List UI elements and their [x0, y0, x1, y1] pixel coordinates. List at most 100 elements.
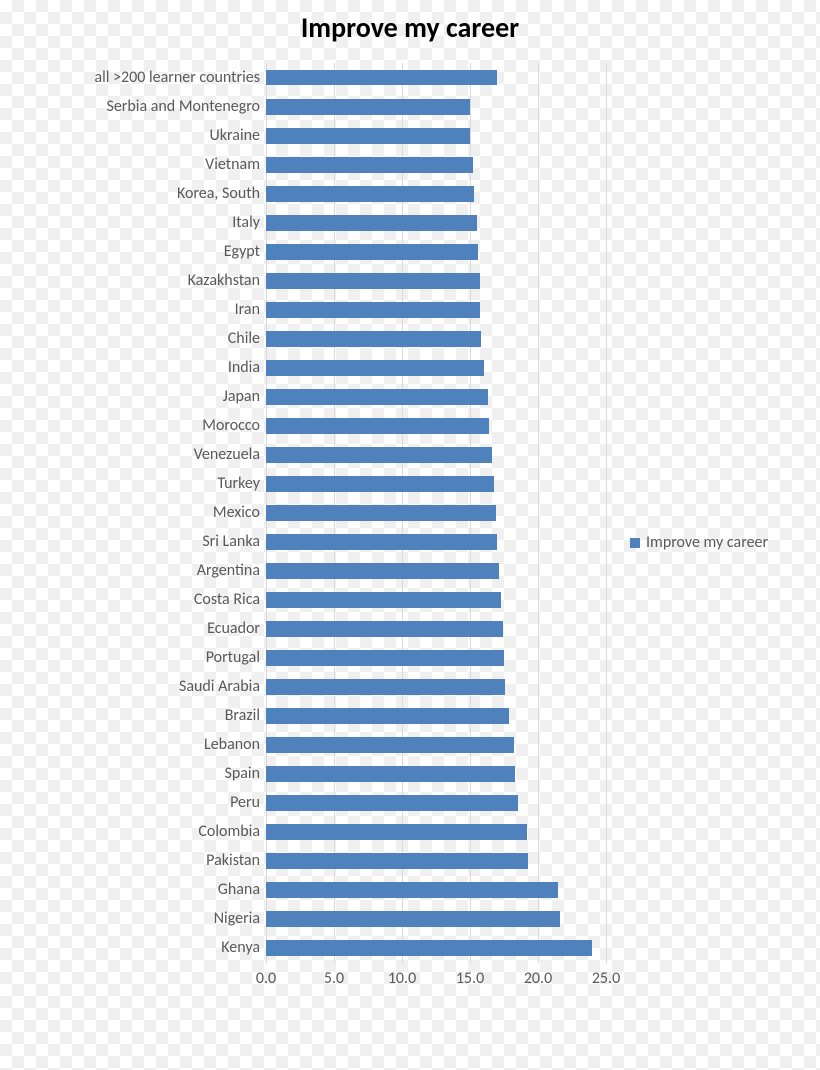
bar: [266, 418, 489, 434]
legend-swatch-icon: [630, 538, 640, 548]
y-axis-label: Mexico: [0, 498, 260, 527]
y-axis-label: Turkey: [0, 469, 260, 498]
y-axis-label: India: [0, 353, 260, 382]
y-axis-labels: all >200 learner countriesSerbia and Mon…: [0, 63, 266, 991]
x-axis: 0.05.010.015.020.025.0: [266, 963, 606, 991]
legend-label: Improve my career: [646, 533, 768, 552]
bar-slot: [266, 324, 606, 353]
bar: [266, 708, 509, 724]
bar-slot: [266, 179, 606, 208]
y-axis-label: Chile: [0, 324, 260, 353]
y-axis-label: Costa Rica: [0, 586, 260, 615]
x-axis-tick: 5.0: [324, 969, 344, 988]
y-axis-label: Korea, South: [0, 179, 260, 208]
y-axis-label: Serbia and Montenegro: [0, 92, 260, 121]
y-axis-label: all >200 learner countries: [0, 63, 260, 92]
plot-with-labels: all >200 learner countriesSerbia and Mon…: [0, 63, 606, 991]
y-axis-label: Spain: [0, 760, 260, 789]
bar-slot: [266, 702, 606, 731]
y-axis-label: Kenya: [0, 934, 260, 963]
bar: [266, 795, 518, 811]
x-axis-tick: 25.0: [592, 969, 620, 988]
bar: [266, 70, 497, 86]
chart-title: Improve my career: [0, 10, 820, 45]
bar: [266, 447, 492, 463]
bar: [266, 128, 470, 144]
y-axis-label: Pakistan: [0, 847, 260, 876]
bar-slot: [266, 237, 606, 266]
bar-slot: [266, 266, 606, 295]
y-axis-label: Saudi Arabia: [0, 673, 260, 702]
y-axis-label: Venezuela: [0, 440, 260, 469]
y-axis-label: Lebanon: [0, 731, 260, 760]
bar-slot: [266, 121, 606, 150]
x-axis-tick: 15.0: [456, 969, 484, 988]
y-axis-label: Vietnam: [0, 150, 260, 179]
bar: [266, 302, 480, 318]
y-axis-label: Peru: [0, 789, 260, 818]
bar: [266, 940, 592, 956]
bar-slot: [266, 92, 606, 121]
bar-slot: [266, 586, 606, 615]
bar-slot: [266, 557, 606, 586]
bar: [266, 244, 478, 260]
y-axis-label: Morocco: [0, 411, 260, 440]
bar: [266, 650, 504, 666]
bar: [266, 911, 560, 927]
bar-slot: [266, 644, 606, 673]
y-axis-label: Ukraine: [0, 121, 260, 150]
bar-slot: [266, 469, 606, 498]
y-axis-label: Ecuador: [0, 615, 260, 644]
bar-slot: [266, 615, 606, 644]
bar: [266, 476, 494, 492]
bar-slot: [266, 905, 606, 934]
y-axis-label: Kazakhstan: [0, 266, 260, 295]
y-axis-label: Iran: [0, 295, 260, 324]
bars-layer: [266, 63, 606, 963]
plot-area: [266, 63, 606, 963]
bar-slot: [266, 63, 606, 92]
bar: [266, 563, 499, 579]
bar: [266, 592, 501, 608]
y-axis-label: Ghana: [0, 876, 260, 905]
bar-slot: [266, 760, 606, 789]
bar: [266, 186, 474, 202]
y-axis-label: Nigeria: [0, 905, 260, 934]
y-axis-label: Egypt: [0, 237, 260, 266]
bar-slot: [266, 789, 606, 818]
y-axis-label: Brazil: [0, 702, 260, 731]
bar: [266, 621, 503, 637]
bar-slot: [266, 818, 606, 847]
bar: [266, 157, 473, 173]
bar: [266, 99, 470, 115]
bar-slot: [266, 411, 606, 440]
bar-slot: [266, 876, 606, 905]
bar: [266, 766, 515, 782]
bar: [266, 824, 527, 840]
y-axis-label: Colombia: [0, 818, 260, 847]
y-axis-label: Sri Lanka: [0, 528, 260, 557]
bar-slot: [266, 528, 606, 557]
bar-slot: [266, 673, 606, 702]
bar-slot: [266, 208, 606, 237]
bar-slot: [266, 440, 606, 469]
bar-slot: [266, 382, 606, 411]
y-axis-label: Portugal: [0, 644, 260, 673]
bar: [266, 389, 488, 405]
bar-slot: [266, 150, 606, 179]
bar-slot: [266, 731, 606, 760]
bar: [266, 853, 528, 869]
bar: [266, 505, 496, 521]
bar-slot: [266, 934, 606, 963]
bar-slot: [266, 847, 606, 876]
chart-body: all >200 learner countriesSerbia and Mon…: [0, 63, 820, 991]
y-axis-label: Italy: [0, 208, 260, 237]
bar-slot: [266, 353, 606, 382]
x-axis-tick: 0.0: [256, 969, 276, 988]
bar: [266, 737, 514, 753]
bar: [266, 360, 484, 376]
y-axis-label: Japan: [0, 382, 260, 411]
x-axis-tick: 10.0: [388, 969, 416, 988]
bar-slot: [266, 498, 606, 527]
y-axis-label: Argentina: [0, 557, 260, 586]
